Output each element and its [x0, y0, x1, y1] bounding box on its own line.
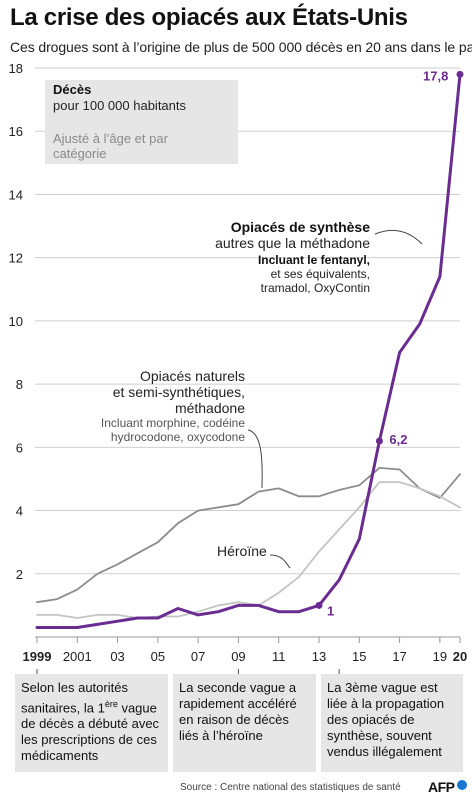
legend-adjust-note: Ajusté à l’âge et par catégorie	[53, 131, 168, 161]
natural-annotation: Opiacés naturels et semi-synthétiques, m…	[101, 368, 245, 444]
x-tick-label: 1999	[23, 649, 52, 664]
natural-line-1: Opiacés naturels	[139, 368, 245, 384]
series-line-1	[36, 467, 461, 604]
x-tick-label: 07	[191, 649, 205, 664]
natural-includes-2: hydrocodone, oxycodone	[110, 430, 245, 444]
data-point-marker	[375, 437, 383, 445]
natural-leader-line	[247, 429, 263, 489]
x-tick-label: 17	[392, 649, 406, 664]
y-tick-label: 4	[16, 504, 23, 519]
wave-2-box: La seconde vague a rapidement accéléré e…	[173, 674, 316, 772]
afp-logo-dot	[457, 780, 467, 790]
synthetic-fentanyl: Incluant le fentanyl,	[257, 253, 370, 267]
data-point-marker	[456, 70, 464, 78]
data-label: 17,8	[423, 68, 448, 83]
synthetic-subtitle: autres que la méthadone	[215, 235, 370, 251]
data-label: 1	[327, 603, 334, 618]
natural-line-2: et semi-synthétiques,	[112, 384, 245, 400]
waves-explanation: Selon les autorités sanitaires, la 1ère …	[15, 674, 463, 772]
legend-unit-title: Décès	[53, 82, 92, 97]
x-tick-label: 15	[352, 649, 366, 664]
x-tick-label: 11	[272, 649, 286, 664]
x-tick-label: 09	[231, 649, 245, 664]
series-line-3	[35, 72, 462, 629]
y-tick-label: 10	[9, 314, 23, 329]
y-tick-label: 16	[9, 124, 23, 139]
data-point-marker	[315, 601, 323, 609]
legend-unit-desc: pour 100 000 habitants	[53, 98, 186, 113]
synthetic-title: Opiacés de synthèse	[230, 219, 370, 235]
synthetic-annotation: Opiacés de synthèse autres que la méthad…	[215, 219, 370, 295]
y-tick-label: 12	[9, 251, 23, 266]
x-tick-label: 20	[453, 649, 467, 664]
x-tick-label: 13	[312, 649, 326, 664]
source-note: Source : Centre national des statistique…	[180, 782, 401, 793]
heroin-leader-line	[269, 554, 291, 569]
y-tick-label: 8	[16, 377, 23, 392]
page-subtitle: Ces drogues sont à l’origine de plus de …	[10, 39, 472, 55]
x-tick-label: 03	[110, 649, 124, 664]
natural-includes-1: Incluant morphine, codéine	[100, 416, 245, 430]
series-line-2	[36, 481, 461, 619]
wave-3-box: La 3ème vague est liée à la propagation …	[321, 674, 463, 772]
y-tick-label: 18	[9, 61, 23, 76]
x-tick-label: 19	[433, 649, 447, 664]
synthetic-leader-line	[374, 229, 423, 245]
natural-line-3: méthadone	[174, 400, 245, 416]
synthetic-equivalents-2: tramadol, OxyContin	[260, 281, 370, 295]
wave-1-box: Selon les autorités sanitaires, la 1ère …	[15, 674, 168, 772]
y-tick-label: 2	[16, 567, 23, 582]
synthetic-equivalents-1: et ses équivalents,	[270, 267, 370, 281]
x-tick-label: 05	[151, 649, 165, 664]
line-chart: 2 4 6 8 10 12 14 16 18 1999 2001 03 05 07 09 11 13 15 17 19…	[9, 61, 467, 678]
x-tick-label: 2001	[63, 649, 92, 664]
afp-logo: AFP	[428, 779, 455, 795]
y-tick-label: 14	[9, 187, 23, 202]
heroin-label: Héroïne	[217, 543, 267, 559]
data-label: 6,2	[389, 432, 407, 447]
unit-legend-box: Décès pour 100 000 habitants Ajusté à l’…	[45, 80, 238, 164]
y-tick-label: 6	[16, 440, 23, 455]
page-title: La crise des opiacés aux États-Unis	[10, 4, 408, 31]
